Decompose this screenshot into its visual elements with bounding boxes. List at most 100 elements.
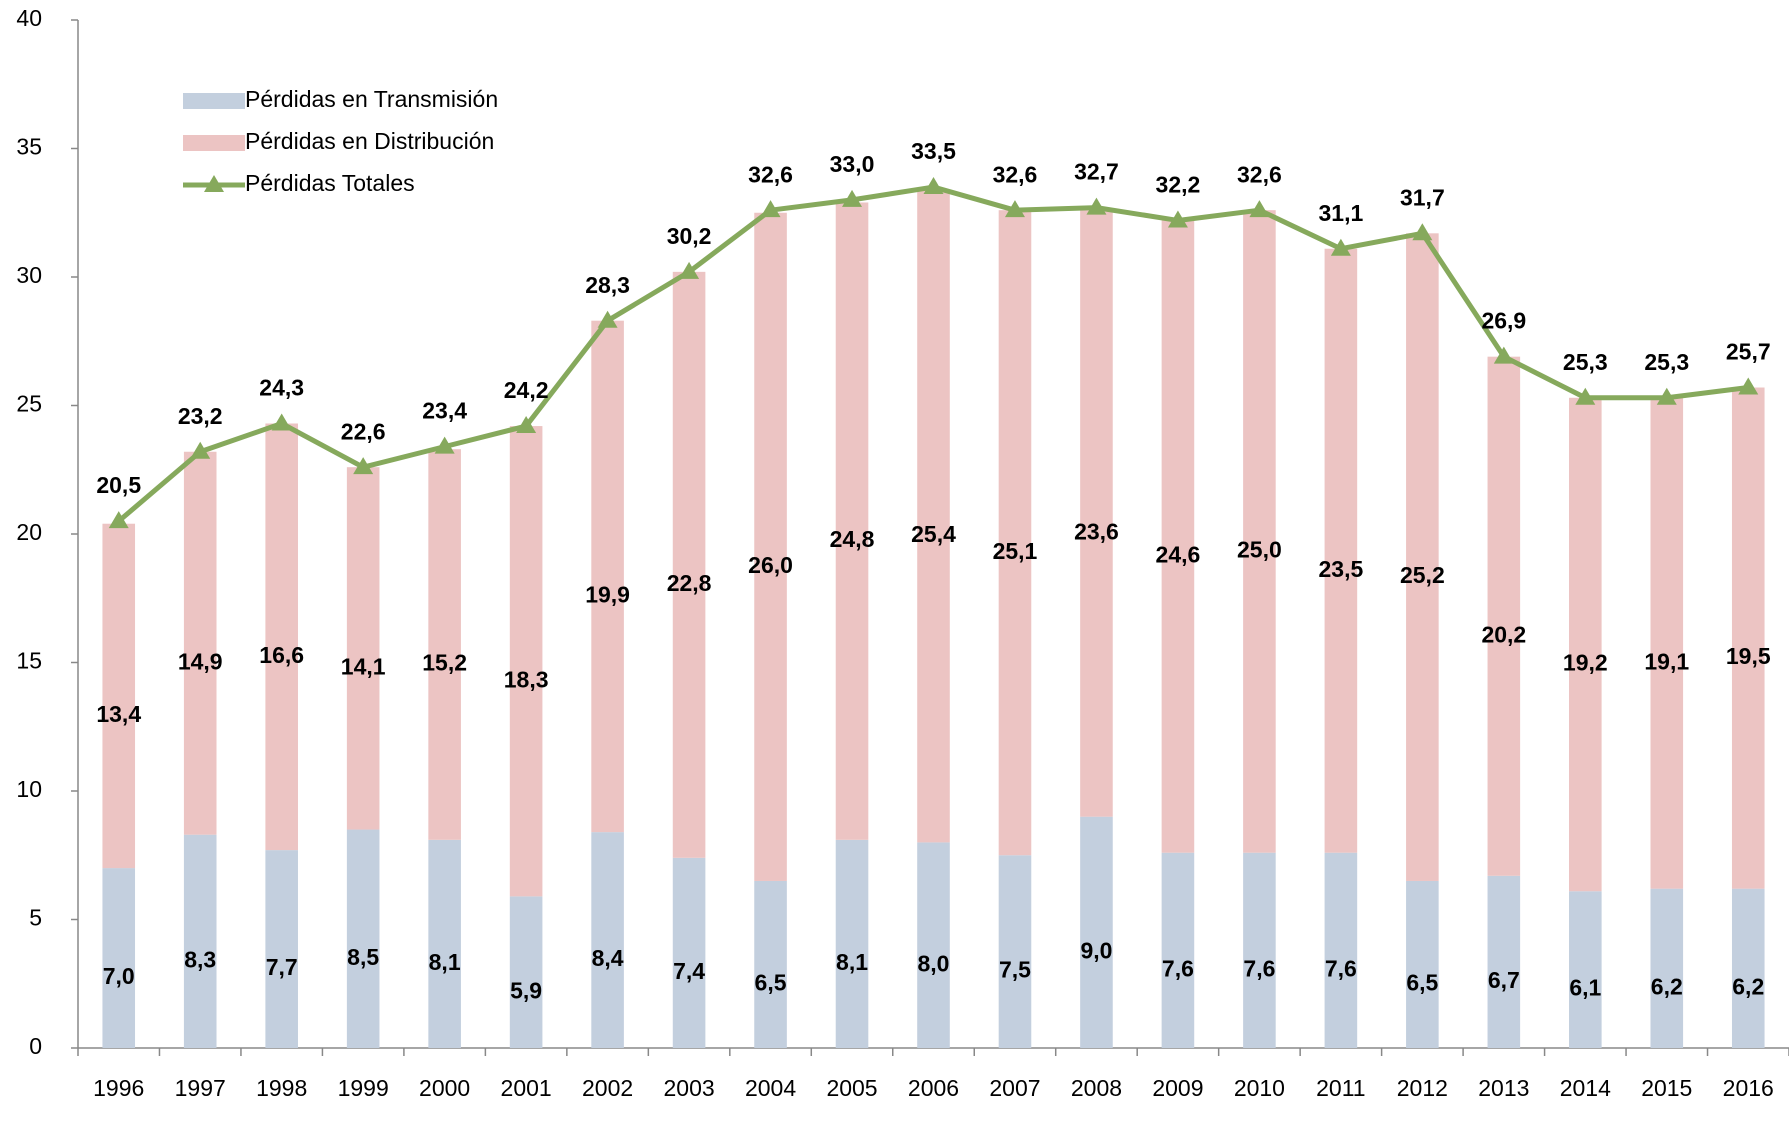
value-label: 16,6 (259, 642, 304, 668)
value-label: 32,6 (993, 161, 1038, 187)
bar-segment (428, 839, 461, 1048)
x-tick-label: 1998 (256, 1075, 307, 1101)
value-label: 25,1 (993, 538, 1038, 564)
bar-segment (1080, 816, 1113, 1048)
marker (1656, 387, 1677, 405)
y-tick-label: 35 (16, 134, 42, 160)
value-label: 14,1 (341, 653, 386, 679)
marker (597, 310, 618, 328)
marker (271, 413, 292, 431)
value-label: 6,2 (1732, 973, 1764, 999)
bar-segment (1569, 397, 1602, 892)
value-label: 6,5 (755, 970, 787, 996)
value-label: 13,4 (96, 701, 141, 727)
marker (108, 511, 129, 529)
y-tick-label: 20 (16, 519, 42, 545)
bar-segment (1161, 852, 1195, 1048)
x-tick-label: 1999 (338, 1075, 389, 1101)
y-tick-label: 10 (16, 776, 42, 802)
bar-segment (1731, 387, 1765, 889)
x-tick-label: 2012 (1397, 1075, 1448, 1101)
marker (516, 416, 537, 434)
value-label: 8,0 (918, 950, 950, 976)
value-label: 6,2 (1651, 973, 1683, 999)
x-tick-label: 2009 (1152, 1075, 1203, 1101)
value-label: 23,5 (1318, 556, 1363, 582)
x-tick-label: 1996 (93, 1075, 144, 1101)
marker (760, 200, 781, 218)
bar-segment (917, 189, 950, 843)
bar-segment (835, 839, 869, 1048)
value-label: 33,0 (830, 151, 875, 177)
bar-segment (754, 212, 787, 881)
bar-segment (102, 523, 136, 869)
legend-label: Pérdidas en Distribución (245, 128, 494, 154)
marker (1493, 346, 1514, 364)
value-label: 24,6 (1156, 542, 1201, 568)
x-tick-label: 1997 (175, 1075, 226, 1101)
y-tick-label: 5 (29, 905, 42, 931)
value-label: 23,4 (422, 398, 467, 424)
x-tick-label: 2003 (663, 1075, 714, 1101)
value-label: 32,2 (1156, 172, 1201, 198)
marker (1575, 387, 1596, 405)
x-tick-label: 2007 (989, 1075, 1040, 1101)
value-label: 19,5 (1726, 643, 1771, 669)
value-label: 23,2 (178, 403, 223, 429)
bar-segment (998, 210, 1032, 856)
value-label: 7,5 (999, 957, 1031, 983)
value-label: 9,0 (1080, 937, 1112, 963)
value-label: 25,4 (911, 521, 956, 547)
x-tick-label: 2005 (826, 1075, 877, 1101)
value-label: 28,3 (585, 272, 630, 298)
x-tick-label: 2015 (1641, 1075, 1692, 1101)
value-label: 26,9 (1481, 308, 1526, 334)
legend-label: Pérdidas en Transmisión (245, 86, 498, 112)
bar-segment (835, 202, 869, 840)
marker (923, 177, 944, 195)
marker (1738, 377, 1759, 395)
value-label: 8,5 (347, 944, 379, 970)
bar-segment (1569, 891, 1602, 1048)
bar-segment (1161, 220, 1195, 853)
value-label: 25,3 (1644, 349, 1689, 375)
value-label: 19,9 (585, 581, 630, 607)
value-label: 8,4 (592, 945, 624, 971)
bar-segment (1324, 852, 1358, 1048)
value-label: 14,9 (178, 648, 223, 674)
value-label: 18,3 (504, 666, 549, 692)
value-label: 6,5 (1406, 970, 1438, 996)
value-label: 6,7 (1488, 967, 1520, 993)
legend-marker (204, 175, 224, 192)
x-tick-label: 2011 (1316, 1075, 1365, 1101)
bar-segment (1243, 210, 1276, 853)
y-tick-label: 25 (16, 391, 42, 417)
marker (434, 436, 455, 454)
value-label: 20,2 (1481, 621, 1526, 647)
legend-swatch (183, 135, 245, 151)
x-tick-label: 2006 (908, 1075, 959, 1101)
value-label: 22,8 (667, 570, 712, 596)
bar-segment (1650, 888, 1684, 1048)
value-label: 32,7 (1074, 159, 1119, 185)
value-label: 7,7 (266, 954, 298, 980)
bar-segment (1731, 888, 1765, 1048)
bar-segment (509, 426, 543, 897)
value-label: 32,6 (1237, 161, 1282, 187)
bar-segment (1487, 875, 1521, 1048)
value-label: 26,0 (748, 552, 793, 578)
value-label: 32,6 (748, 161, 793, 187)
x-tick-label: 2008 (1071, 1075, 1122, 1101)
value-label: 31,7 (1400, 184, 1445, 210)
x-tick-label: 2002 (582, 1075, 633, 1101)
value-label: 25,0 (1237, 537, 1282, 563)
value-label: 7,0 (103, 963, 135, 989)
value-label: 30,2 (667, 223, 712, 249)
x-tick-label: 2000 (419, 1075, 470, 1101)
bar-segment (183, 451, 217, 835)
value-label: 24,8 (830, 526, 875, 552)
value-label: 22,6 (341, 418, 386, 444)
marker (1167, 210, 1188, 228)
marker (679, 261, 700, 279)
bar-segment (265, 850, 298, 1048)
